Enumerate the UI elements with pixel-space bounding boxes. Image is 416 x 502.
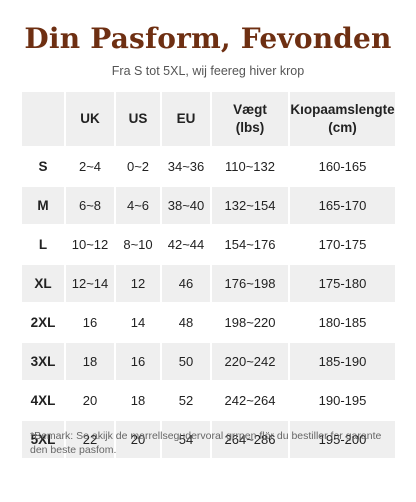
footnote: *Bemark: Se akijk de marrellsegudervoral… xyxy=(30,430,382,456)
table-row: 2XL 16 14 48 198~220 180-185 xyxy=(22,304,395,341)
us-value: 0~2 xyxy=(116,148,160,185)
length-value: 195-200 xyxy=(290,421,395,458)
eu-value: 46 xyxy=(162,265,210,302)
size-label: 4XL xyxy=(22,382,64,419)
table-row: L 10~12 8~10 42~44 154~176 170-175 xyxy=(22,226,395,263)
length-value: 180-185 xyxy=(290,304,395,341)
length-value: 175-180 xyxy=(290,265,395,302)
header-body-length: Kıopaamslengte (cm) xyxy=(290,92,395,146)
header-us: US xyxy=(116,92,160,146)
weight-value: 132~154 xyxy=(212,187,288,224)
table-header-row: UK US EU Vægt (lbs) Kıopaamslengte (cm) xyxy=(22,92,395,146)
uk-value: 16 xyxy=(66,304,114,341)
length-value: 170-175 xyxy=(290,226,395,263)
uk-value: 18 xyxy=(66,343,114,380)
table-row: 4XL 20 18 52 242~264 190-195 xyxy=(22,382,395,419)
size-label: XL xyxy=(22,265,64,302)
size-label: L xyxy=(22,226,64,263)
us-value: 4~6 xyxy=(116,187,160,224)
uk-value: 6~8 xyxy=(66,187,114,224)
page-subtitle: Fra S tot 5XL, wij feereg hiver krop xyxy=(111,64,305,78)
header-uk: UK xyxy=(66,92,114,146)
us-value: 20 xyxy=(116,421,160,458)
table-row: M 6~8 4~6 38~40 132~154 165-170 xyxy=(22,187,395,224)
weight-value: 220~242 xyxy=(212,343,288,380)
uk-value: 22 xyxy=(66,421,114,458)
eu-value: 52 xyxy=(162,382,210,419)
size-label: 5XL xyxy=(22,421,64,458)
weight-value: 242~264 xyxy=(212,382,288,419)
size-label: 2XL xyxy=(22,304,64,341)
weight-value: 176~198 xyxy=(212,265,288,302)
length-value: 165-170 xyxy=(290,187,395,224)
weight-value: 154~176 xyxy=(212,226,288,263)
header-eu: EU xyxy=(162,92,210,146)
length-value: 160-165 xyxy=(290,148,395,185)
eu-value: 54 xyxy=(162,421,210,458)
size-label: 3XL xyxy=(22,343,64,380)
us-value: 8~10 xyxy=(116,226,160,263)
eu-value: 38~40 xyxy=(162,187,210,224)
header-weight-text: Vægt (lbs) xyxy=(233,102,267,135)
weight-value: 198~220 xyxy=(212,304,288,341)
size-label: S xyxy=(22,148,64,185)
length-value: 185-190 xyxy=(290,343,395,380)
uk-value: 20 xyxy=(66,382,114,419)
table-row: XL 12~14 12 46 176~198 175-180 xyxy=(22,265,395,302)
uk-value: 10~12 xyxy=(66,226,114,263)
us-value: 14 xyxy=(116,304,160,341)
eu-value: 50 xyxy=(162,343,210,380)
header-body-length-text: Kıopaamslengte (cm) xyxy=(290,102,395,135)
eu-value: 42~44 xyxy=(162,226,210,263)
weight-value: 264~286 xyxy=(212,421,288,458)
header-weight: Vægt (lbs) xyxy=(212,92,288,146)
length-value: 190-195 xyxy=(290,382,395,419)
table-row: 5XL 22 20 54 264~286 195-200 xyxy=(22,421,395,458)
uk-value: 2~4 xyxy=(66,148,114,185)
eu-value: 34~36 xyxy=(162,148,210,185)
page-title: Din Pasform, Fevonden xyxy=(24,22,392,55)
size-chart-table: UK US EU Vægt (lbs) Kıopaamslengte (cm) … xyxy=(22,92,395,460)
us-value: 12 xyxy=(116,265,160,302)
header-size xyxy=(22,92,64,146)
us-value: 18 xyxy=(116,382,160,419)
table-row: 3XL 18 16 50 220~242 185-190 xyxy=(22,343,395,380)
table-row: S 2~4 0~2 34~36 110~132 160-165 xyxy=(22,148,395,185)
size-label: M xyxy=(22,187,64,224)
eu-value: 48 xyxy=(162,304,210,341)
weight-value: 110~132 xyxy=(212,148,288,185)
us-value: 16 xyxy=(116,343,160,380)
uk-value: 12~14 xyxy=(66,265,114,302)
